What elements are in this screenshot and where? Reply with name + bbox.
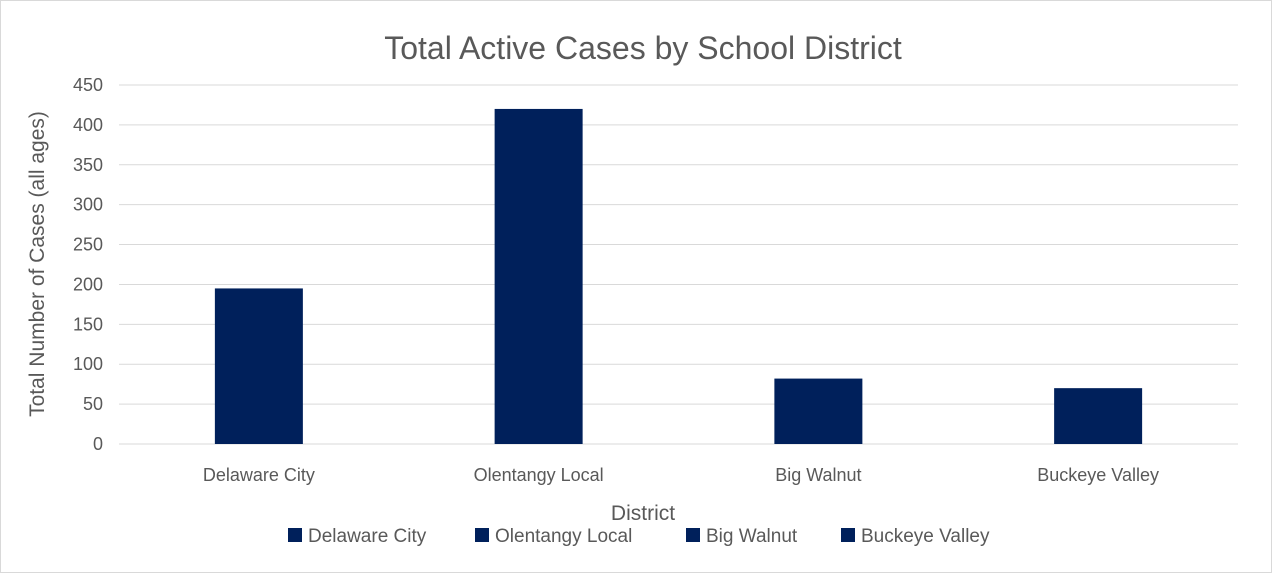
legend-label: Delaware City <box>308 526 427 547</box>
legend: Delaware City Olentangy Local Big Walnut Bu… <box>288 526 990 547</box>
legend-swatch <box>288 528 302 542</box>
legend-swatch <box>686 528 700 542</box>
legend-item: Delaware City <box>288 526 427 547</box>
x-tick-label: Big Walnut <box>775 465 861 485</box>
y-tick-label: 450 <box>73 75 103 95</box>
bar-big-walnut <box>774 378 863 444</box>
y-tick-label: 250 <box>73 235 103 255</box>
legend-item: Olentangy Local <box>475 526 632 547</box>
chart-title: Total Active Cases by School District <box>384 30 902 66</box>
x-tick-label: Olentangy Local <box>474 465 604 485</box>
y-tick-label: 200 <box>73 274 103 294</box>
bar-olentangy-local <box>494 108 583 444</box>
y-tick-label: 300 <box>73 195 103 215</box>
bar-delaware-city <box>214 288 303 444</box>
x-axis-label: District <box>611 502 675 525</box>
y-axis-ticks: 0 50 100 150 200 250 300 350 400 450 <box>73 75 103 454</box>
y-tick-label: 150 <box>73 314 103 334</box>
y-tick-label: 0 <box>93 434 103 454</box>
legend-label: Buckeye Valley <box>861 526 990 547</box>
x-tick-label: Buckeye Valley <box>1037 465 1159 485</box>
legend-item: Buckeye Valley <box>841 526 990 547</box>
legend-item: Big Walnut <box>686 526 798 547</box>
bar-buckeye-valley <box>1054 388 1143 444</box>
y-axis-label: Total Number of Cases (all ages) <box>26 111 49 417</box>
bars <box>214 108 1143 444</box>
legend-label: Big Walnut <box>706 526 798 547</box>
y-tick-label: 400 <box>73 115 103 135</box>
y-tick-label: 350 <box>73 155 103 175</box>
legend-swatch <box>841 528 855 542</box>
legend-label: Olentangy Local <box>495 526 632 547</box>
gridlines <box>119 84 1238 445</box>
y-tick-label: 50 <box>83 394 103 414</box>
x-axis-ticks: Delaware City Olentangy Local Big Walnut Bu… <box>203 465 1159 485</box>
x-tick-label: Delaware City <box>203 465 315 485</box>
legend-swatch <box>475 528 489 542</box>
y-tick-label: 100 <box>73 354 103 374</box>
